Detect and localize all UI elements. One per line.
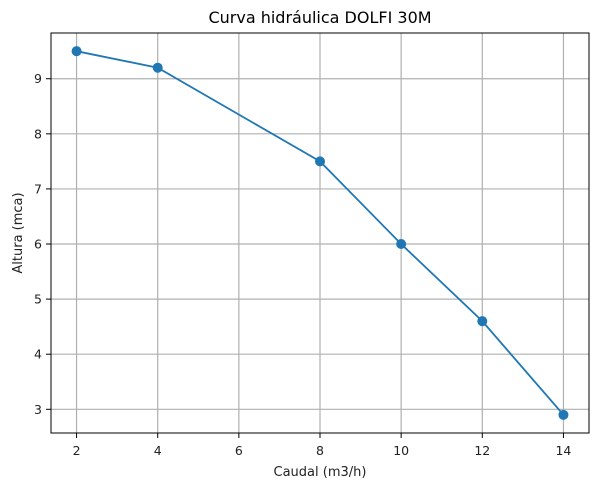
data-point-marker — [396, 239, 407, 250]
data-point-marker — [315, 156, 325, 167]
y-axis-label: Altura (mca) — [11, 192, 26, 273]
data-point-marker — [477, 316, 488, 327]
y-tick-label: 4 — [34, 347, 42, 362]
x-axis-ticks: 2 4 6 8 10 12 14 — [73, 433, 571, 458]
chart-title: Curva hidráulica DOLFI 30M — [208, 8, 431, 27]
y-tick-label: 9 — [34, 71, 42, 86]
data-point-marker — [71, 46, 82, 57]
grid-lines — [51, 33, 589, 433]
x-tick-label: 14 — [555, 443, 571, 458]
x-tick-label: 4 — [154, 443, 162, 458]
x-tick-label: 2 — [73, 443, 81, 458]
series-line — [76, 50, 565, 416]
x-tick-label: 12 — [474, 443, 490, 458]
y-tick-label: 3 — [34, 402, 42, 417]
data-point-marker — [152, 62, 163, 73]
x-tick-label: 10 — [393, 443, 409, 458]
data-series — [71, 46, 569, 420]
y-tick-label: 5 — [34, 292, 42, 307]
data-point-marker — [558, 409, 569, 420]
x-tick-label: 6 — [235, 443, 243, 458]
x-tick-label: 8 — [316, 443, 324, 458]
x-axis-label: Caudal (m3/h) — [274, 465, 367, 480]
y-axis-ticks: 3 4 5 6 7 8 9 — [34, 71, 51, 417]
y-tick-label: 7 — [34, 181, 42, 196]
y-tick-label: 6 — [34, 237, 42, 252]
y-tick-label: 8 — [34, 126, 42, 141]
